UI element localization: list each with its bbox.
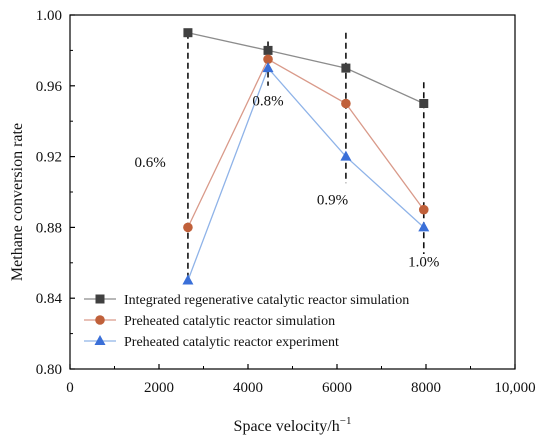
legend-item: Preheated catalytic reactor simulation (84, 314, 335, 329)
x-axis-title: Space velocity/h−1 (234, 415, 352, 435)
data-point (341, 63, 351, 73)
x-tick-label: 2000 (144, 380, 174, 396)
legend-marker (95, 315, 105, 325)
x-tick-label: 10,000 (494, 380, 535, 396)
x-axis: 0 2000 4000 6000 8000 10,000 (66, 364, 536, 396)
legend-marker (95, 294, 105, 304)
x-tick-label: 8000 (411, 380, 441, 396)
annotation-label: 0.6% (134, 155, 165, 171)
y-tick-label: 1.00 (36, 8, 62, 24)
legend-item: Integrated regenerative catalytic reacto… (84, 293, 409, 308)
data-point (340, 150, 352, 161)
x-tick-label: 0 (66, 380, 74, 396)
x-tick-label: 6000 (322, 380, 352, 396)
series-line (187, 58, 425, 228)
y-tick-label: 0.88 (36, 220, 62, 236)
data-point (183, 28, 193, 38)
series-line (187, 66, 425, 281)
annotation-label: 1.0% (408, 254, 439, 270)
data-point (263, 45, 273, 55)
y-tick-label: 0.80 (36, 362, 62, 378)
series-line (187, 32, 425, 105)
series-2 (183, 54, 429, 233)
legend: Integrated regenerative catalytic reacto… (84, 293, 409, 350)
series-layer (182, 28, 430, 285)
data-point (182, 274, 194, 285)
legend-marker (94, 335, 106, 345)
legend-label: Integrated regenerative catalytic reacto… (124, 293, 409, 308)
data-point (418, 221, 430, 232)
series-1 (183, 28, 429, 108)
y-tick-label: 0.92 (36, 150, 62, 166)
series-3 (182, 62, 430, 285)
y-tick-label: 0.84 (36, 291, 63, 307)
data-point (263, 54, 273, 65)
annotation-labels: 0.6% 0.8% 0.9% 1.0% (134, 93, 439, 270)
annotation-label: 0.8% (252, 93, 283, 109)
y-tick-label: 0.96 (36, 79, 63, 95)
x-tick-label: 4000 (233, 380, 263, 396)
data-point (262, 62, 274, 73)
legend-label: Preheated catalytic reactor simulation (124, 314, 335, 329)
legend-item: Preheated catalytic reactor experiment (84, 335, 339, 350)
data-point (183, 222, 193, 233)
data-point (418, 204, 429, 215)
x-axis-title-superscript: −1 (340, 415, 352, 427)
annotation-label: 0.9% (317, 192, 348, 208)
annotation-lines (187, 32, 425, 281)
legend-label: Preheated catalytic reactor experiment (124, 335, 339, 350)
y-axis: 0.80 0.84 0.88 0.92 0.96 1.00 (36, 8, 75, 378)
y-axis-title: Methane conversion rate (9, 123, 26, 281)
x-axis-title-text: Space velocity/h (234, 418, 340, 435)
data-point (341, 98, 351, 109)
data-point (419, 99, 429, 108)
